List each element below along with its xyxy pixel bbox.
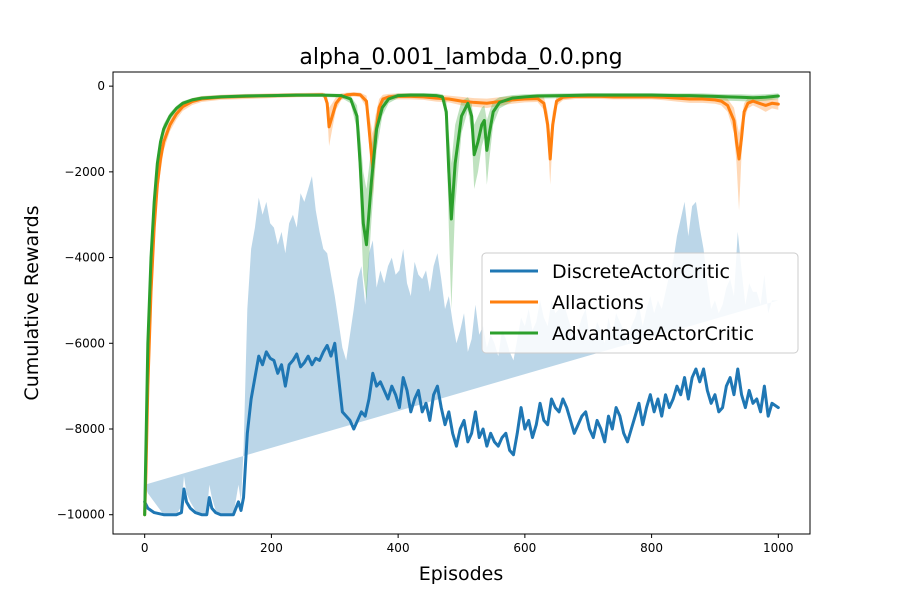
y-tick-label: 0 — [97, 79, 105, 93]
y-axis-ticks: −10000 −8000 −6000 −4000 −2000 0 — [57, 79, 113, 522]
y-tick-label: −4000 — [64, 251, 105, 265]
legend: DiscreteActorCritic Allactions Advantage… — [481, 252, 799, 354]
confidence-bands — [144, 92, 779, 515]
x-tick-label: 1000 — [763, 541, 794, 555]
plot-area-frame — [112, 71, 811, 535]
x-tick-label: 400 — [387, 541, 410, 555]
x-tick-label: 600 — [513, 541, 536, 555]
band-discrete-actor-critic — [144, 176, 779, 515]
x-tick-label: 200 — [260, 541, 283, 555]
y-tick-label: −10000 — [57, 508, 105, 522]
series-line-advantage-actor-critic — [143, 93, 780, 517]
y-axis-title: Cumulative Rewards — [21, 205, 43, 400]
x-axis-ticks: 0 200 400 600 800 1000 — [141, 534, 794, 555]
legend-label-advantage-actor-critic: AdvantageActorCritic — [552, 323, 754, 345]
x-axis-title: Episodes — [419, 563, 504, 585]
y-tick-label: −2000 — [64, 165, 105, 179]
x-tick-label: 0 — [141, 541, 149, 555]
legend-box — [481, 252, 799, 354]
series-line-discrete-actor-critic — [143, 341, 780, 517]
y-tick-label: −8000 — [64, 422, 105, 436]
chart-title: alpha_0.001_lambda_0.0.png — [299, 45, 622, 70]
legend-label-discrete-actor-critic: DiscreteActorCritic — [552, 261, 730, 283]
y-tick-label: −6000 — [64, 336, 105, 350]
legend-label-allactions: Allactions — [552, 292, 644, 314]
series-lines — [143, 92, 780, 517]
x-tick-label: 800 — [640, 541, 663, 555]
